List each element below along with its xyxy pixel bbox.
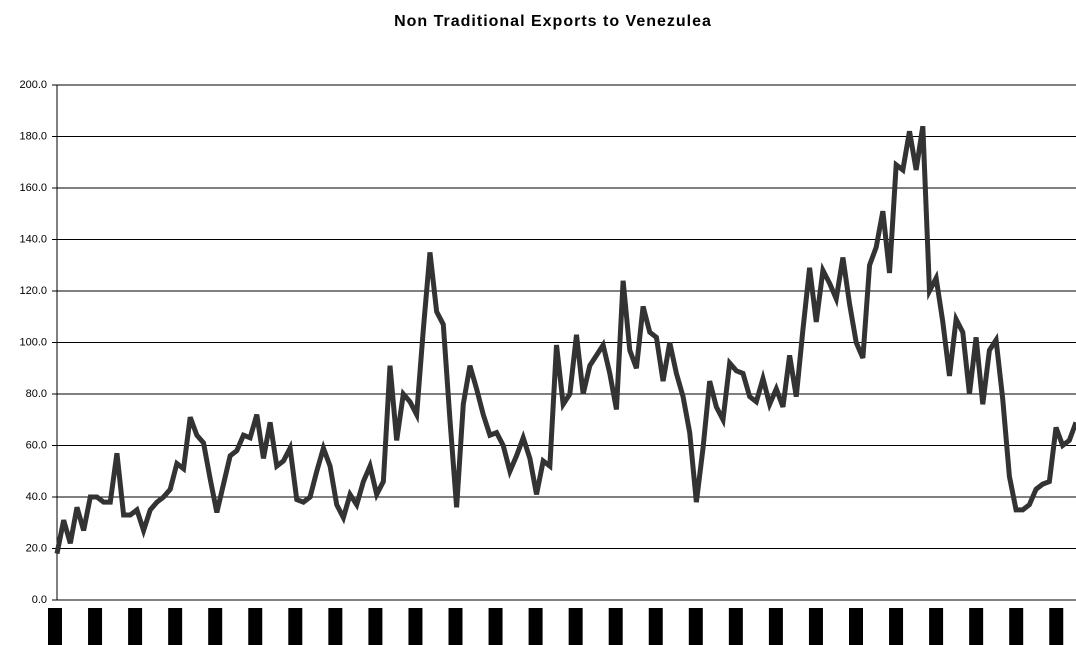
x-label-block xyxy=(328,608,343,645)
y-tick-label: 0.0 xyxy=(32,594,47,606)
x-label-block xyxy=(448,608,463,645)
y-tick-label: 140.0 xyxy=(19,233,47,245)
x-label-block xyxy=(88,608,103,645)
x-label-block xyxy=(408,608,423,645)
x-label-block xyxy=(368,608,383,645)
x-label-block xyxy=(528,608,543,645)
y-tick-label: 60.0 xyxy=(26,439,47,451)
x-label-block xyxy=(728,608,743,645)
x-label-block xyxy=(168,608,183,645)
x-label-block xyxy=(48,608,62,645)
x-label-block xyxy=(568,608,583,645)
y-tick-label: 100.0 xyxy=(19,336,47,348)
x-label-block xyxy=(688,608,703,645)
x-label-block xyxy=(248,608,263,645)
x-label-block xyxy=(1049,608,1064,645)
x-label-block xyxy=(969,608,984,645)
y-tick-label: 180.0 xyxy=(19,130,47,142)
x-label-block xyxy=(929,608,944,645)
y-tick-label: 20.0 xyxy=(26,542,47,554)
x-label-block xyxy=(1009,608,1024,645)
y-tick-label: 200.0 xyxy=(19,79,47,91)
x-label-block xyxy=(648,608,663,645)
x-label-block xyxy=(208,608,223,645)
x-label-block xyxy=(288,608,303,645)
x-label-block xyxy=(808,608,823,645)
x-label-block xyxy=(849,608,863,645)
x-label-block xyxy=(608,608,623,645)
x-label-block xyxy=(488,608,503,645)
y-tick-label: 40.0 xyxy=(26,491,47,503)
y-tick-label: 80.0 xyxy=(26,388,47,400)
chart-title: Non Traditional Exports to Venezulea xyxy=(394,13,712,30)
y-tick-label: 120.0 xyxy=(19,285,47,297)
x-label-block xyxy=(768,608,783,645)
x-label-block xyxy=(128,608,143,645)
data-line xyxy=(54,125,1076,555)
x-label-block xyxy=(889,608,904,645)
y-tick-label: 160.0 xyxy=(19,182,47,194)
